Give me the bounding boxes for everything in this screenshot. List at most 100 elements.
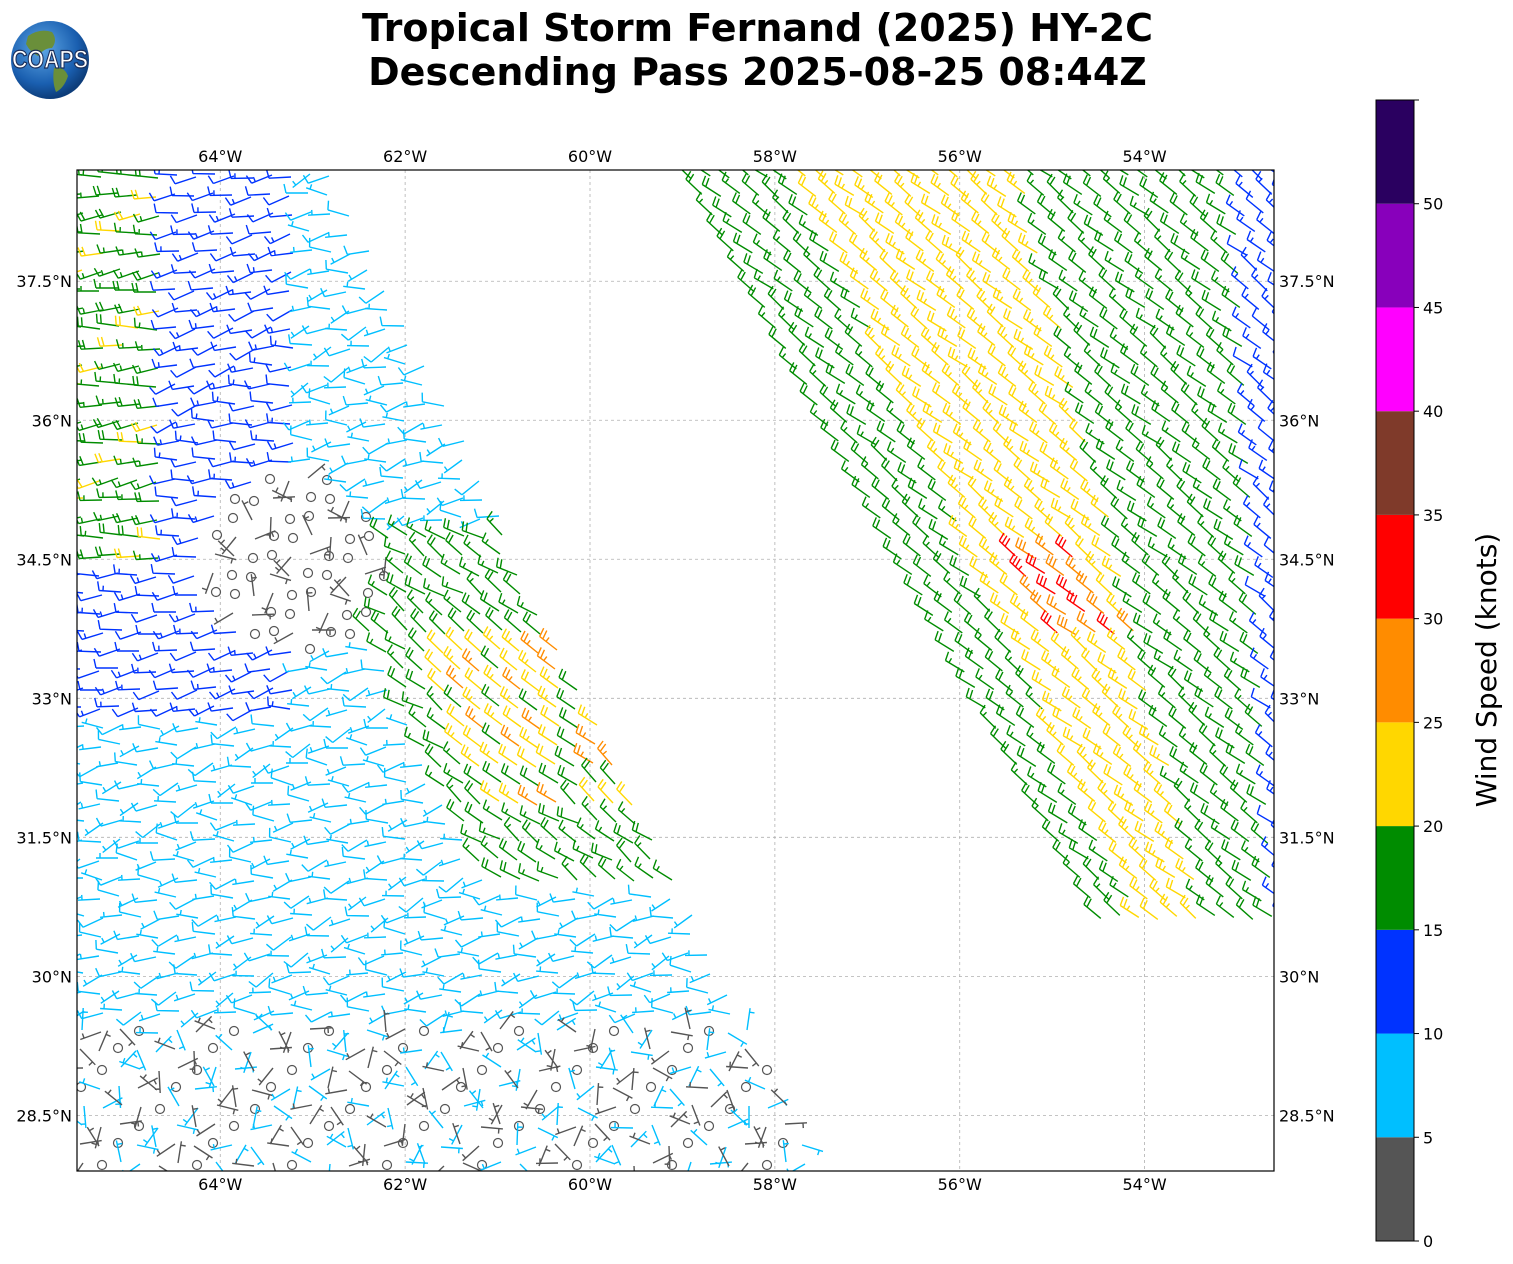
wind-barb	[426, 629, 444, 654]
wind-barb	[1106, 459, 1126, 481]
wind-barb	[344, 906, 370, 917]
wind-barb	[594, 1001, 617, 1013]
wind-barb	[905, 228, 924, 252]
wind-barb	[685, 170, 703, 195]
wind-barb	[1214, 686, 1233, 710]
wind-barb	[1044, 513, 1063, 537]
wind-barb	[1231, 859, 1252, 881]
wind-barb	[573, 742, 594, 764]
wind-barb	[286, 758, 308, 764]
wind-barb	[896, 421, 915, 445]
wind-barb	[186, 475, 214, 485]
wind-barb	[136, 527, 161, 540]
wind-barb	[327, 506, 348, 521]
wind-barb	[1215, 173, 1235, 196]
wind-barb	[633, 1165, 635, 1171]
wind-barb	[114, 315, 139, 329]
wind-barb	[1204, 706, 1225, 728]
wind-barb	[113, 780, 141, 790]
wind-barb	[885, 360, 903, 385]
wind-barb	[363, 328, 386, 337]
wind-barb	[1042, 305, 1061, 329]
wind-barb	[152, 641, 178, 652]
wind-barb	[892, 553, 913, 575]
wind-barb	[416, 990, 443, 1000]
wind-barb	[226, 935, 254, 945]
wind-barb	[325, 323, 348, 331]
wind-barb	[609, 926, 634, 939]
wind-barb	[1085, 550, 1103, 575]
wind-barb	[135, 1027, 159, 1034]
wind-barb	[788, 194, 808, 216]
wind-barb	[131, 663, 157, 674]
wind-barb	[1069, 418, 1086, 443]
wind-barb	[886, 441, 907, 463]
wind-barb	[1014, 496, 1033, 520]
wind-barb	[132, 743, 159, 753]
wind-barb	[1090, 494, 1109, 518]
wind-barb	[1086, 631, 1107, 653]
wind-barb	[1119, 175, 1140, 197]
wind-barb	[302, 514, 313, 536]
wind-barb	[716, 227, 734, 252]
wind-barb	[357, 534, 368, 556]
wind-barb	[1064, 381, 1084, 404]
wind-barb	[1191, 437, 1211, 460]
wind-barb	[402, 460, 425, 467]
wind-barb	[387, 665, 407, 688]
wind-barb	[994, 628, 1012, 653]
wind-barb	[391, 605, 408, 631]
wind-barb	[1086, 591, 1105, 614]
wind-barb	[539, 627, 558, 651]
wind-barb	[576, 817, 596, 840]
wind-barb	[479, 741, 499, 764]
wind-barb	[953, 591, 972, 615]
wind-barb	[492, 1102, 501, 1125]
wind-barb	[971, 211, 990, 234]
wind-barb	[1057, 782, 1077, 805]
wind-barb	[115, 246, 142, 256]
wind-barb	[1149, 324, 1167, 349]
wind-barb	[195, 717, 218, 726]
wind-barb	[266, 915, 294, 925]
wind-barb	[244, 663, 271, 673]
wind-barb	[967, 475, 985, 500]
calm-marker	[305, 586, 317, 598]
wind-barb	[1055, 574, 1075, 597]
wind-barb	[155, 823, 178, 841]
wind-barb	[881, 497, 900, 521]
calm-marker	[476, 1064, 488, 1076]
wind-barb	[594, 1152, 616, 1165]
wind-barb	[444, 722, 463, 746]
wind-barb	[1034, 533, 1054, 556]
wind-barb	[461, 1067, 468, 1090]
wind-barb	[1011, 248, 1030, 272]
wind-barb	[722, 211, 743, 233]
wind-barb	[93, 511, 120, 522]
wind-barb	[1091, 667, 1109, 692]
wind-barb	[1083, 895, 1102, 919]
wind-barb	[364, 454, 387, 463]
wind-barb	[975, 668, 995, 690]
calm-marker	[342, 552, 354, 564]
wind-barb	[1094, 230, 1114, 252]
wind-barb	[936, 285, 956, 308]
wind-barb	[460, 744, 480, 767]
wind-barb	[1269, 170, 1274, 173]
wind-barb	[443, 684, 462, 708]
wind-barb	[1007, 211, 1028, 233]
wind-barb	[1123, 211, 1142, 235]
wind-barb	[1089, 459, 1107, 484]
wind-barb	[1000, 613, 1020, 635]
wind-barb	[1106, 592, 1124, 616]
wind-barb	[1225, 194, 1245, 217]
wind-barb	[305, 184, 328, 196]
wind-barb	[290, 246, 313, 253]
wind-barb	[1028, 253, 1049, 275]
wind-barb	[502, 571, 521, 595]
wind-barb	[538, 803, 560, 822]
wind-barb	[1136, 475, 1156, 498]
wind-barb	[135, 988, 158, 996]
wind-barb	[190, 680, 217, 690]
wind-barb	[498, 592, 519, 614]
